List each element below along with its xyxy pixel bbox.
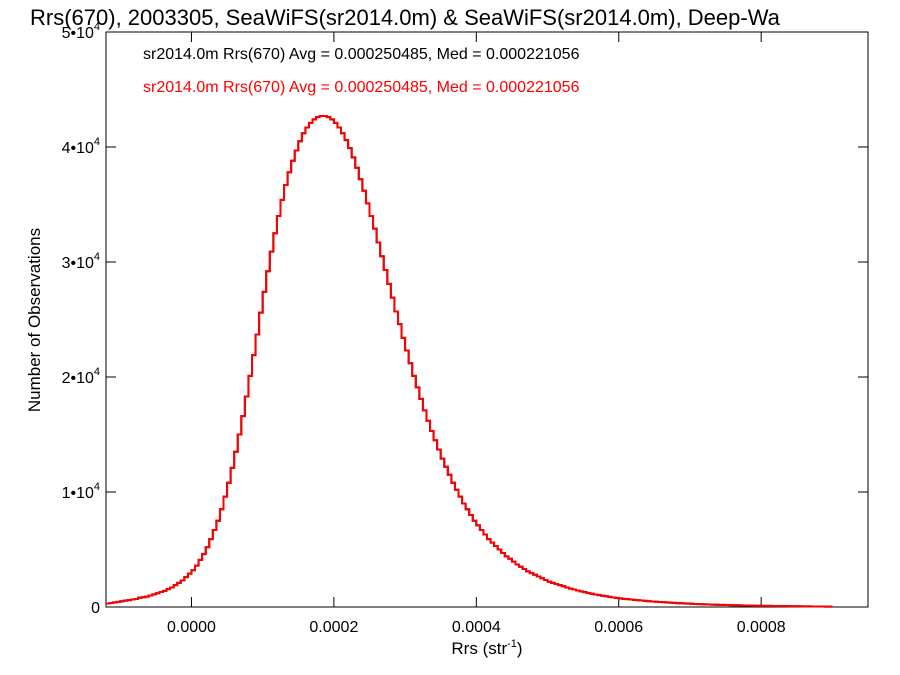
x-tick-label: 0.0000 <box>167 619 216 636</box>
histogram-series-black <box>106 114 833 608</box>
x-tick-label: 0.0002 <box>309 619 358 636</box>
x-tick-label: 0.0008 <box>737 619 786 636</box>
plot-frame <box>105 31 869 608</box>
y-axis-ticks: 0 1•104 2•104 3•104 4•104 5•104 <box>62 21 868 617</box>
y-tick-label: 3•104 <box>62 251 100 272</box>
x-axis-ticks: 0.0000 0.0002 0.0004 0.0006 0.0008 <box>167 32 786 636</box>
y-tick-label: 5•104 <box>62 21 100 42</box>
y-tick-label: 2•104 <box>62 366 100 387</box>
x-axis-title: Rrs (str-1) <box>451 638 522 658</box>
x-tick-label: 0.0006 <box>594 619 643 636</box>
y-tick-label: 1•104 <box>62 481 100 502</box>
legend-entry-black: sr2014.0m Rrs(670) Avg = 0.000250485, Me… <box>143 46 580 63</box>
y-tick-label: 0 <box>91 600 100 617</box>
chart-title: Rrs(670), 2003305, SeaWiFS(sr2014.0m) & … <box>30 5 781 30</box>
histogram-series-red <box>106 114 833 608</box>
x-tick-label: 0.0004 <box>452 619 501 636</box>
y-axis-title: Number of Observations <box>25 228 44 412</box>
y-tick-label: 4•104 <box>62 136 100 157</box>
legend-entry-red: sr2014.0m Rrs(670) Avg = 0.000250485, Me… <box>143 79 580 96</box>
